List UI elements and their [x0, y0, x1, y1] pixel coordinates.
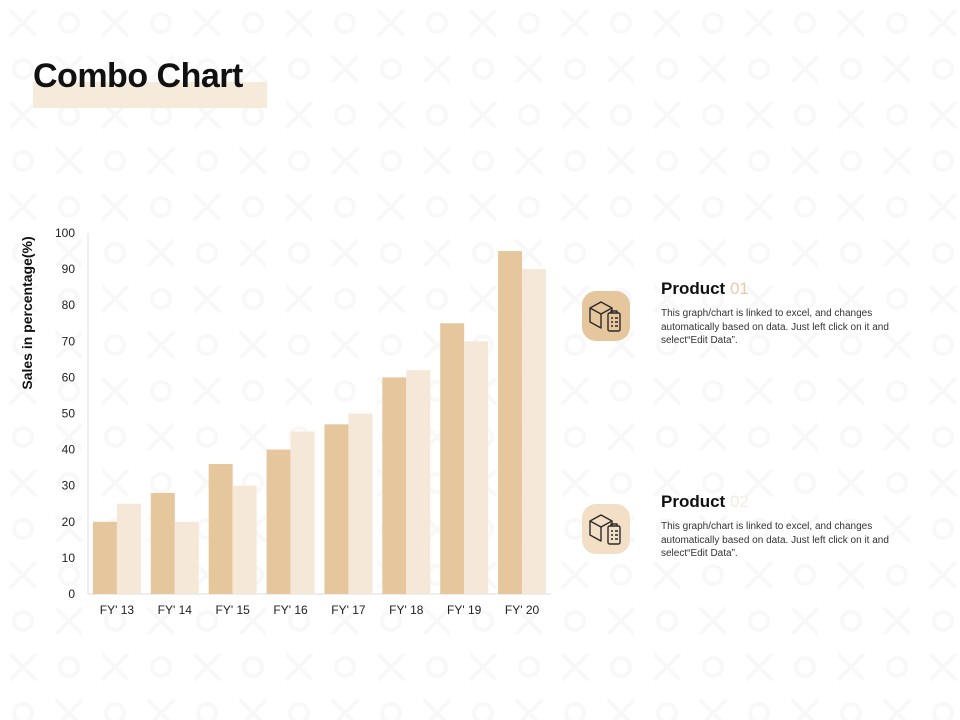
y-tick-label: 90: [62, 262, 76, 276]
y-tick-label: 30: [62, 479, 76, 493]
bar-series-2: [232, 485, 257, 594]
bar-series-1: [324, 424, 349, 594]
bar-series-1: [440, 323, 465, 594]
bar-series-2: [464, 341, 489, 594]
product-description-1: This graph/chart is linked to excel, and…: [661, 308, 889, 346]
bar-series-2: [406, 370, 431, 594]
bar-series-1: [208, 464, 233, 594]
y-tick-label: 60: [62, 370, 76, 384]
bar-series-2: [290, 431, 315, 594]
x-tick-label: FY' 18: [389, 603, 424, 617]
x-tick-label: FY' 13: [100, 603, 135, 617]
y-tick-label: 0: [68, 587, 75, 601]
package-checklist-icon: [589, 301, 621, 332]
y-tick-label: 20: [62, 515, 76, 529]
x-tick-label: FY' 20: [505, 603, 540, 617]
product-label-2: Product: [661, 492, 726, 511]
product-label-1: Product: [661, 279, 726, 298]
bar-series-2: [116, 503, 141, 594]
y-axis-title: Sales in percentage(%): [19, 236, 35, 389]
y-tick-label: 10: [62, 551, 76, 565]
product-title-2: Product 02: [661, 492, 749, 512]
product-number-2: 02: [729, 492, 749, 511]
bar-series-1: [266, 449, 291, 594]
product-icon-badge-1: [582, 291, 630, 341]
y-tick-label: 40: [62, 443, 76, 457]
product-description-2: This graph/chart is linked to excel, and…: [661, 521, 889, 559]
x-tick-label: FY' 15: [216, 603, 251, 617]
product-title-1: Product 01: [661, 279, 749, 299]
title-highlight: [33, 82, 267, 108]
x-tick-label: FY' 16: [273, 603, 308, 617]
bar-series-1: [382, 377, 407, 594]
y-tick-label: 50: [62, 407, 76, 421]
y-tick-label: 80: [62, 298, 76, 312]
bar-series-1: [498, 251, 523, 595]
x-tick-label: FY' 19: [447, 603, 482, 617]
product-icon-badge-2: [582, 504, 630, 554]
y-tick-label: 100: [55, 226, 75, 240]
package-checklist-icon: [589, 514, 621, 545]
product-number-1: 01: [729, 279, 749, 298]
x-tick-label: FY' 14: [158, 603, 193, 617]
bar-series-2: [522, 269, 547, 594]
x-tick-label: FY' 17: [331, 603, 366, 617]
y-tick-label: 70: [62, 334, 76, 348]
bar-series-2: [174, 521, 199, 594]
bar-series-1: [150, 492, 175, 594]
bar-series-1: [92, 521, 117, 594]
page-title: Combo Chart: [33, 57, 243, 95]
title-block: Combo Chart: [33, 52, 267, 108]
bar-series-2: [348, 413, 373, 594]
